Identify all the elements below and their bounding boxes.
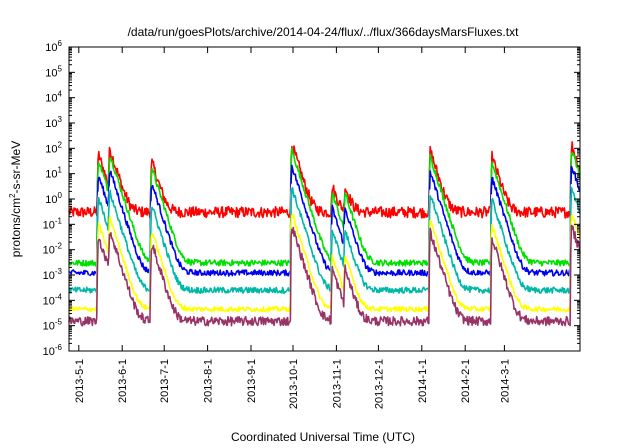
y-tick-label: 101: [45, 166, 62, 181]
x-tick-label: 2013-12-1: [373, 359, 385, 409]
y-tick-label-exponent: -6: [55, 343, 63, 352]
y-tick-label-base: 10: [43, 270, 55, 282]
y-tick-label-exponent: -3: [55, 267, 63, 276]
y-tick-label: 10-5: [43, 318, 63, 333]
series-line: [68, 186, 581, 295]
y-tick-label: 105: [45, 64, 62, 79]
y-tick-label-exponent: -4: [55, 292, 63, 301]
y-tick-label-exponent: 1: [58, 166, 63, 175]
y-tick-label-base: 10: [45, 42, 57, 54]
chart-title: /data/run/goesPlots/archive/2014-04-24/f…: [128, 25, 520, 39]
y-tick-label-exponent: -5: [55, 318, 63, 327]
x-tick-label: 2013-10-1: [288, 359, 300, 409]
y-tick-label-exponent: 0: [58, 191, 63, 200]
x-tick-label: 2013-11-1: [331, 359, 343, 408]
y-tick-label-exponent: 3: [58, 115, 63, 124]
x-axis: 2013-5-1 2013-6-1 2013-7-1 2013-8-1 2013-9-1…: [74, 47, 511, 409]
y-tick-label-exponent: 5: [58, 64, 63, 73]
y-tick-label: 106: [45, 39, 62, 54]
y-tick-label-base: 10: [45, 169, 57, 181]
y-tick-label-base: 10: [45, 93, 57, 105]
y-tick-label-base: 10: [43, 219, 55, 231]
y-tick-label-exponent: 6: [58, 39, 63, 48]
y-tick-label-base: 10: [45, 118, 57, 130]
x-tick-label: 2014-2-1: [460, 359, 472, 403]
y-axis-label-suffix: -s-sr-MeV: [9, 141, 23, 194]
y-tick-label: 10-6: [43, 343, 63, 358]
y-tick-label-base: 10: [43, 346, 55, 358]
y-tick-label: 103: [45, 115, 62, 130]
x-axis-label: Coordinated Universal Time (UTC): [231, 430, 415, 444]
y-tick-label-exponent: -2: [55, 242, 63, 251]
y-axis: 10-610-510-410-310-210-11001011021031041…: [43, 39, 580, 358]
series-layer: [68, 141, 581, 327]
series-line: [68, 183, 581, 280]
x-tick-label: 2013-7-1: [159, 359, 171, 403]
x-tick-label: 2013-6-1: [117, 359, 129, 403]
series-line: [68, 213, 581, 313]
y-axis-label-superscript: 2: [8, 193, 17, 198]
x-tick-label: 2013-9-1: [246, 359, 258, 403]
x-tick-label: 2013-5-1: [74, 359, 86, 403]
y-tick-label-exponent: 2: [58, 140, 63, 149]
y-tick-label-base: 10: [43, 321, 55, 333]
y-tick-label: 100: [45, 191, 62, 206]
y-tick-label-exponent: -1: [55, 216, 63, 225]
y-tick-label-base: 10: [43, 295, 55, 307]
y-tick-label: 10-1: [43, 216, 63, 231]
series-line: [68, 224, 581, 327]
x-tick-label: 2014-1-1: [417, 359, 429, 403]
y-axis-label-prefix: protons/cm: [9, 198, 23, 257]
y-tick-label-base: 10: [43, 245, 55, 257]
y-tick-label: 10-3: [43, 267, 63, 282]
y-tick-label-base: 10: [45, 194, 57, 206]
series-line: [68, 147, 581, 267]
y-axis-label: protons/cm2-s-sr-MeV: [8, 141, 23, 257]
x-tick-label: 2013-8-1: [203, 359, 215, 403]
y-tick-label: 102: [45, 140, 62, 155]
y-tick-label-base: 10: [45, 143, 57, 155]
series-line: [68, 164, 581, 277]
plot-area: [68, 46, 581, 352]
y-tick-label: 10-4: [43, 292, 63, 307]
y-tick-label-base: 10: [45, 67, 57, 79]
y-tick-label-exponent: 4: [58, 90, 63, 99]
x-tick-label: 2014-3-1: [499, 359, 511, 403]
series-line: [68, 141, 581, 219]
y-tick-label: 10-2: [43, 242, 63, 257]
y-tick-label: 104: [45, 90, 62, 105]
